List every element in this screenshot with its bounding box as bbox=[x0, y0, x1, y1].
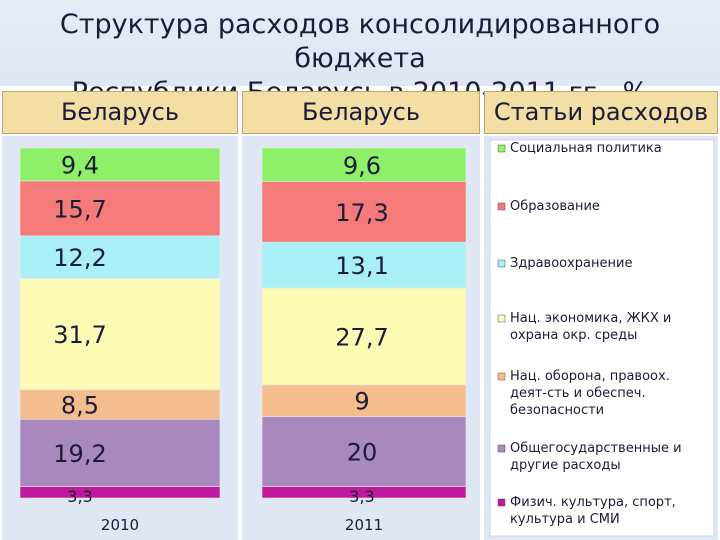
title-line-1: Структура расходов консолидированного бю… bbox=[59, 9, 661, 74]
data-label-2010-2: 8,5 bbox=[61, 391, 99, 419]
legend-label-6: Физич. культура, спорт, bbox=[510, 495, 676, 510]
data-label-2011-4: 13,1 bbox=[335, 252, 388, 280]
legend-label-2: Здравоохранение bbox=[510, 256, 632, 271]
data-label-2010-3: 31,7 bbox=[53, 321, 106, 349]
data-label-2010-1: 19,2 bbox=[53, 440, 106, 468]
data-label-2011-6: 9,6 bbox=[343, 152, 381, 180]
data-label-2011-0: 3,3 bbox=[349, 487, 374, 506]
legend-swatch-3 bbox=[497, 314, 506, 323]
bar-segment-2011-6 bbox=[261, 147, 467, 182]
legend-swatch-1 bbox=[497, 202, 506, 211]
legend-swatch-6 bbox=[497, 498, 506, 507]
bar-segment-2010-4 bbox=[19, 235, 221, 279]
legend-box bbox=[489, 139, 715, 537]
legend-label-3-line1: охрана окр. среды bbox=[510, 328, 637, 343]
legend-label-5-line1: другие расходы bbox=[510, 458, 621, 473]
legend-swatch-0 bbox=[497, 144, 506, 153]
legend-label-0: Социальная политика bbox=[510, 141, 662, 156]
legend-label-5: Общегосударственные и bbox=[510, 441, 682, 456]
legend-label-3: Нац. экономика, ЖКХ и bbox=[510, 311, 671, 326]
bar-segment-2010-5 bbox=[19, 180, 221, 237]
legend-swatch-2 bbox=[497, 259, 506, 268]
bar-segment-2010-2 bbox=[19, 389, 221, 420]
bar-segment-2011-4 bbox=[261, 241, 467, 289]
bar-segment-2011-3 bbox=[261, 287, 467, 386]
bar-segment-2011-1 bbox=[261, 416, 467, 487]
data-label-2010-0: 3,3 bbox=[67, 487, 92, 506]
header-col-legend: Статьи расходов bbox=[484, 91, 718, 134]
bar-segment-2010-1 bbox=[19, 418, 221, 487]
data-label-2011-1: 20 bbox=[347, 438, 378, 466]
category-label-2010: 2010 bbox=[101, 516, 139, 534]
header-col-2011: Беларусь bbox=[242, 91, 480, 134]
data-label-2010-6: 9,4 bbox=[61, 151, 99, 179]
bar-segment-2011-5 bbox=[261, 181, 467, 243]
legend-swatch-4 bbox=[497, 372, 506, 381]
data-label-2011-2: 9 bbox=[354, 388, 369, 416]
legend-label-6-line1: культура и СМИ bbox=[510, 512, 620, 527]
title-bar: Структура расходов консолидированного бю… bbox=[0, 0, 720, 108]
data-label-2011-5: 17,3 bbox=[335, 199, 388, 227]
legend-swatch-5 bbox=[497, 444, 506, 453]
bar-segment-2011-2 bbox=[261, 384, 467, 417]
legend-label-4-line2: безопасности bbox=[510, 403, 604, 418]
header-col-2010: Беларусь bbox=[2, 91, 238, 134]
legend-label-4: Нац. оборона, правоох. bbox=[510, 369, 670, 384]
data-label-2010-4: 12,2 bbox=[53, 244, 106, 272]
data-label-2011-3: 27,7 bbox=[335, 323, 388, 351]
legend-label-1: Образование bbox=[510, 199, 600, 214]
bar-segment-2010-6 bbox=[19, 147, 221, 182]
bar-segment-2010-3 bbox=[19, 278, 221, 390]
legend-label-4-line1: деят-сть и обеспеч. bbox=[510, 386, 646, 401]
bar-segment-2010-0 bbox=[19, 486, 221, 499]
category-label-2011: 2011 bbox=[345, 516, 383, 534]
data-label-2010-5: 15,7 bbox=[53, 195, 106, 223]
